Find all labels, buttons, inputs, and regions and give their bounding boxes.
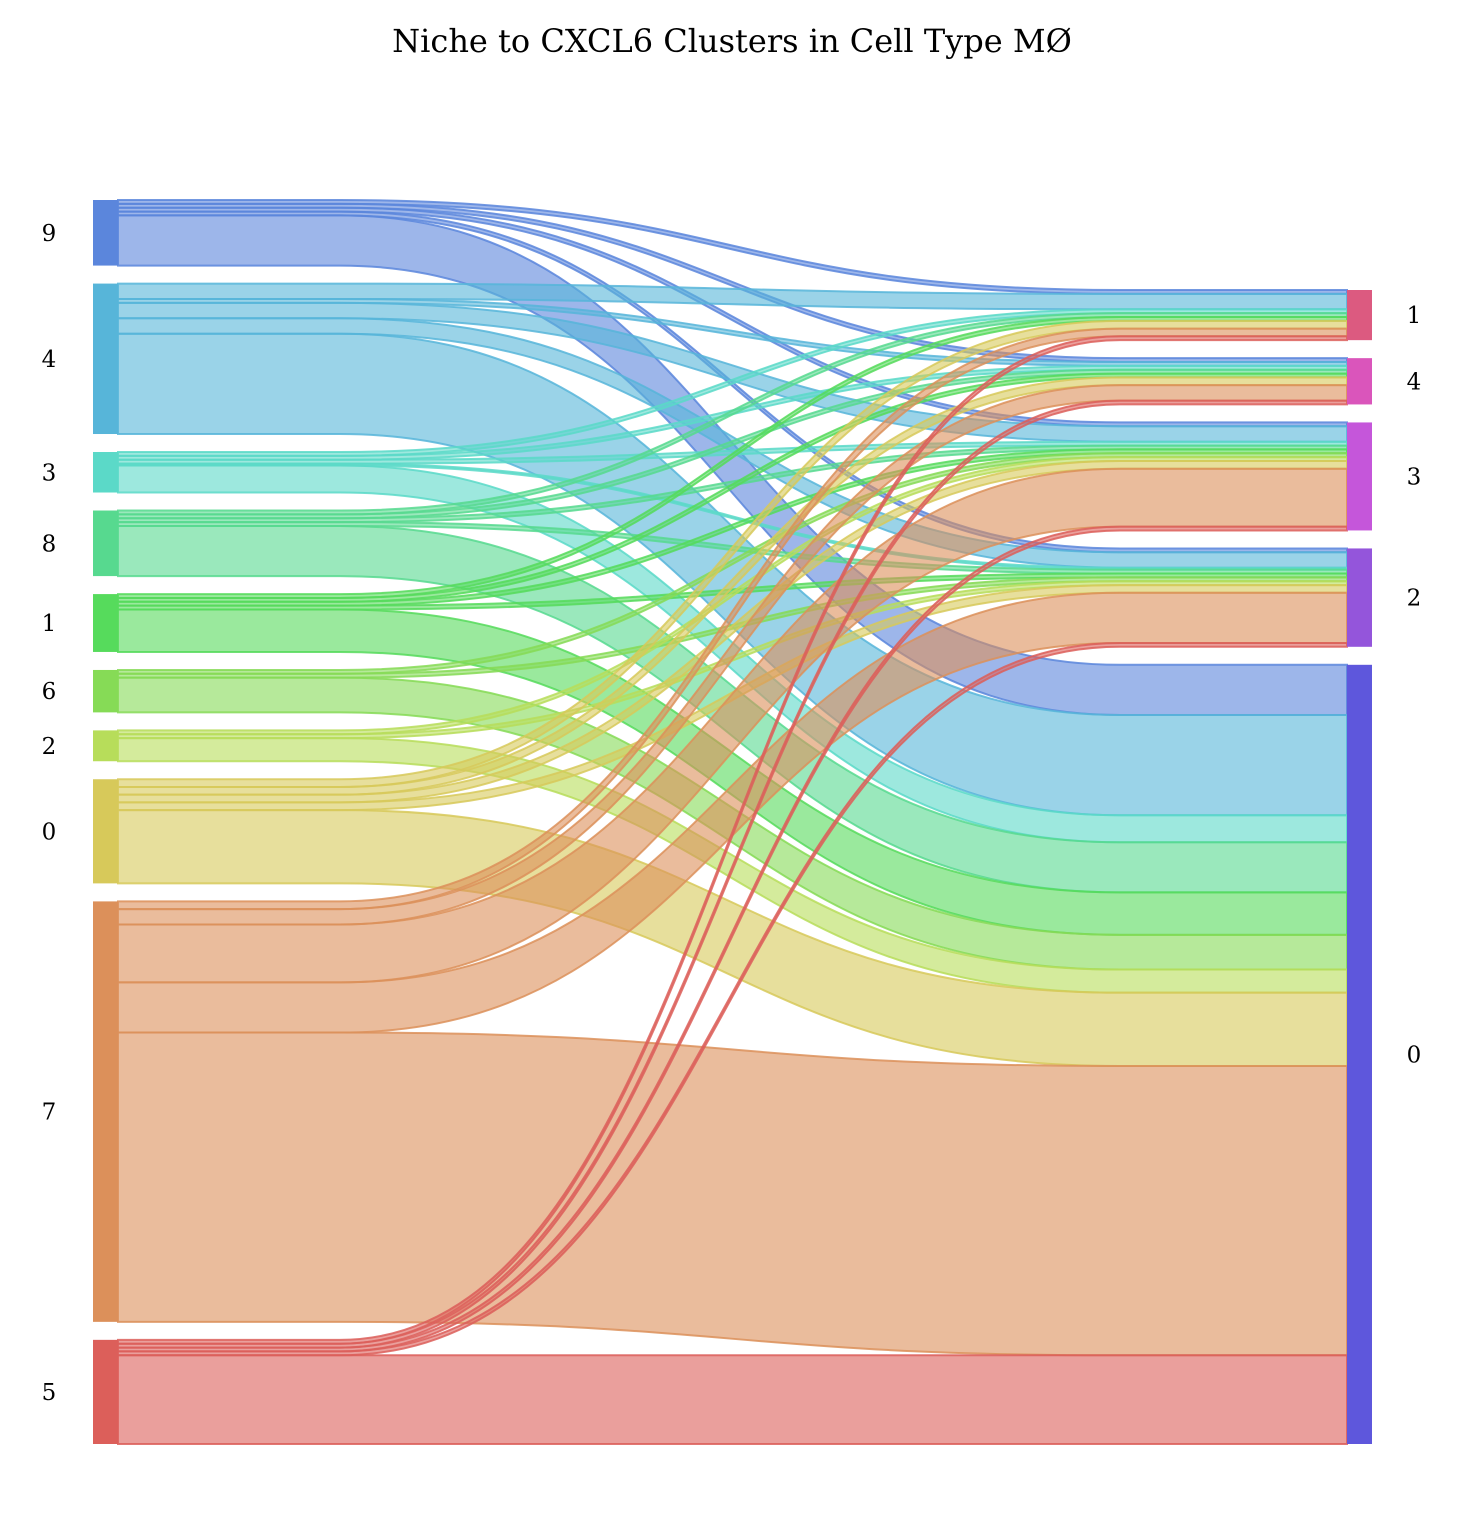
source-node-label: 3 <box>42 460 57 486</box>
source-node-label: 1 <box>42 611 57 637</box>
target-node-4[interactable] <box>1347 358 1372 405</box>
source-node-2[interactable] <box>93 730 118 762</box>
source-node-0[interactable] <box>93 779 118 884</box>
link-5-to-2[interactable] <box>117 641 1348 1357</box>
links-layer <box>117 199 1348 1446</box>
source-node-5[interactable] <box>93 1339 118 1444</box>
link-7-to-0[interactable] <box>117 1031 1348 1357</box>
target-node-label: 3 <box>1407 464 1422 490</box>
source-node-label: 4 <box>42 347 57 373</box>
source-node-label: 8 <box>42 531 57 557</box>
source-node-4[interactable] <box>93 283 118 435</box>
source-node-3[interactable] <box>93 452 118 493</box>
source-node-label: 5 <box>42 1380 57 1406</box>
target-node-3[interactable] <box>1347 422 1372 531</box>
source-node-6[interactable] <box>93 669 118 713</box>
target-node-label: 1 <box>1407 303 1422 329</box>
source-node-label: 0 <box>42 819 57 845</box>
target-node-0[interactable] <box>1347 664 1372 1444</box>
source-node-7[interactable] <box>93 901 118 1322</box>
chart-title: Niche to CXCL6 Clusters in Cell Type MØ <box>392 22 1072 60</box>
source-node-9[interactable] <box>93 200 118 266</box>
target-node-1[interactable] <box>1347 290 1372 341</box>
link-5-to-4[interactable] <box>117 399 1348 1349</box>
nodes-layer: 9 4 3 8 1 6 2 0 7 5 1 4 3 2 0 <box>42 200 1422 1444</box>
source-node-8[interactable] <box>93 510 118 577</box>
source-node-label: 9 <box>42 221 57 247</box>
target-node-label: 0 <box>1407 1042 1422 1068</box>
source-node-label: 2 <box>42 734 57 760</box>
link-5-to-0[interactable] <box>117 1354 1348 1446</box>
target-node-label: 2 <box>1407 586 1422 612</box>
target-node-label: 4 <box>1407 369 1422 395</box>
source-node-label: 7 <box>42 1100 57 1126</box>
target-node-2[interactable] <box>1347 548 1372 647</box>
source-node-1[interactable] <box>93 594 118 652</box>
source-node-label: 6 <box>42 679 57 705</box>
